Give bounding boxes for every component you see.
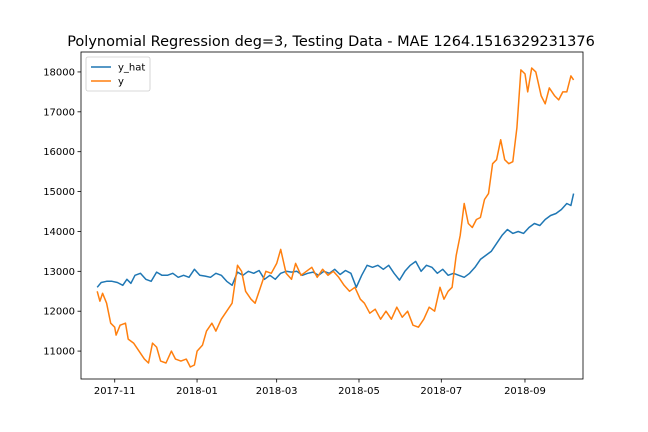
series-line-y [96, 67, 575, 368]
chart-title: Polynomial Regression deg=3, Testing Dat… [67, 34, 595, 50]
y-tick-label: 12000 [43, 307, 75, 318]
legend-label: y [118, 77, 124, 88]
y-tick-label: 16000 [43, 147, 75, 158]
legend-box [85, 56, 151, 92]
legend-label: y_hat [118, 63, 145, 74]
y-tick-label: 11000 [43, 347, 75, 358]
y-tick-label: 15000 [43, 187, 75, 198]
x-tick-label: 2018-03 [256, 386, 298, 397]
y-tick-label: 18000 [43, 67, 75, 78]
x-tick-label: 2018-09 [504, 386, 546, 397]
y-tick-label: 13000 [43, 267, 75, 278]
series-group [96, 67, 575, 368]
series-line-y-hat [96, 193, 575, 289]
y-tick-label: 14000 [43, 227, 75, 238]
x-tick-label: 2018-01 [176, 386, 218, 397]
y-axis: 11000 12000 13000 14000 15000 16000 17000 18000 [43, 67, 81, 358]
y-tick-label: 17000 [43, 107, 75, 118]
x-tick-label: 2018-05 [338, 386, 380, 397]
x-tick-label: 2017-11 [94, 386, 136, 397]
plot-area-frame [80, 51, 584, 380]
x-axis: 2017-11 2018-01 2018-03 2018-05 2018-07 2018-… [94, 379, 546, 397]
x-tick-label: 2018-07 [420, 386, 462, 397]
